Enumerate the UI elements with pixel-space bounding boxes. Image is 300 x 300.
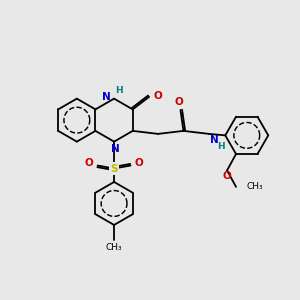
Text: O: O	[134, 158, 143, 168]
Text: O: O	[175, 97, 183, 106]
Text: H: H	[115, 86, 122, 95]
Text: N: N	[111, 144, 120, 154]
Text: N: N	[102, 92, 110, 102]
Text: CH₃: CH₃	[106, 244, 122, 253]
Text: H: H	[218, 142, 225, 151]
Text: O: O	[222, 171, 231, 181]
Text: O: O	[153, 91, 162, 101]
Text: N: N	[210, 135, 219, 145]
Text: CH₃: CH₃	[247, 182, 263, 191]
Text: S: S	[110, 164, 118, 173]
Text: O: O	[85, 158, 94, 168]
